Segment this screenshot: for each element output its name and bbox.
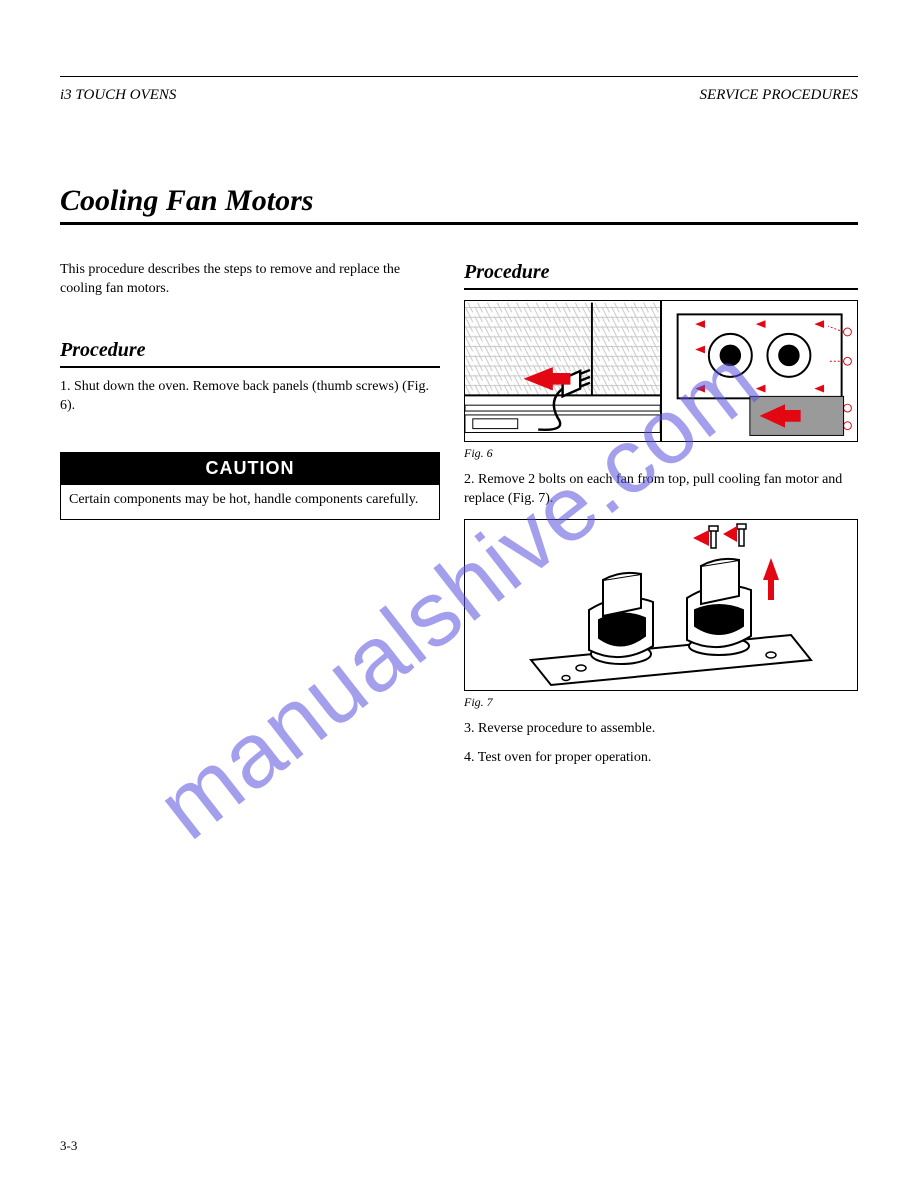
procedure-rule [60, 366, 440, 368]
step-3: 3. Reverse procedure to assemble. [464, 720, 858, 739]
intro-text: This procedure describes the steps to re… [60, 261, 440, 299]
header-left: i3 TOUCH OVENS [60, 87, 176, 104]
fig6-right-svg [662, 301, 857, 441]
figure-7 [464, 519, 858, 691]
section-title: Cooling Fan Motors [60, 184, 858, 218]
fig6-caption: Fig. 6 [464, 446, 858, 461]
fig7-svg [465, 520, 857, 690]
step-2: 2. Remove 2 bolts on each fan from top, … [464, 471, 858, 509]
figure-6 [464, 300, 858, 442]
top-rule [60, 76, 858, 77]
step-1: 1. Shut down the oven. Remove back panel… [60, 378, 440, 416]
fig6-right-panel [662, 301, 857, 441]
caution-header: CAUTION [60, 452, 440, 485]
caution-box: CAUTION Certain components may be hot, h… [60, 452, 440, 520]
procedure-rule-right [464, 288, 858, 290]
page-number: 3-3 [60, 1138, 77, 1154]
caution-body: Certain components may be hot, handle co… [60, 485, 440, 520]
procedure-title-right: Procedure [464, 261, 858, 284]
page-header: i3 TOUCH OVENS SERVICE PROCEDURES [60, 87, 858, 104]
step-4: 4. Test oven for proper operation. [464, 749, 858, 768]
fig6-left-panel [465, 301, 660, 441]
procedure-title: Procedure [60, 339, 440, 362]
fig7-caption: Fig. 7 [464, 695, 858, 710]
section-rule [60, 222, 858, 225]
fig6-left-svg [465, 301, 660, 441]
header-right: SERVICE PROCEDURES [700, 87, 858, 104]
